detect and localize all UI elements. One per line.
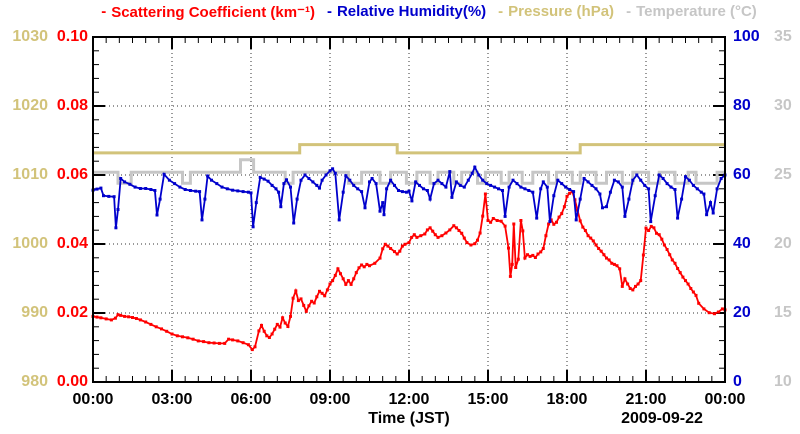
date-annotation: 2009-09-22 bbox=[621, 410, 703, 427]
temperature-tick-label: 35 bbox=[774, 28, 792, 45]
x-tick-label: 09:00 bbox=[309, 391, 351, 408]
x-axis-title: Time (JST) bbox=[368, 410, 450, 427]
temperature-tick-label: 10 bbox=[774, 373, 792, 390]
pressure-tick-label: 1000 bbox=[12, 235, 48, 252]
series-temperature-line bbox=[93, 158, 725, 185]
humidity-tick-label: 100 bbox=[733, 28, 760, 45]
legend-label-scattering: Scattering Coefficient (km⁻¹) bbox=[111, 4, 315, 21]
legend-label-humidity: Relative Humidity(%) bbox=[336, 3, 487, 20]
legend-label-temperature: Temperature (°C) bbox=[636, 3, 757, 20]
scattering-tick-label: 0.10 bbox=[56, 28, 88, 45]
legend-label-pressure: Pressure (hPa) bbox=[508, 3, 615, 20]
legend-dash-pressure: - bbox=[498, 3, 504, 20]
pressure-tick-label: 1020 bbox=[12, 97, 48, 114]
humidity-tick-label: 20 bbox=[733, 304, 751, 321]
scattering-tick-label: 0.02 bbox=[56, 304, 88, 321]
x-tick-label: 21:00 bbox=[625, 391, 667, 408]
plot-frame bbox=[92, 36, 726, 383]
legend-item-scattering: - Scattering Coefficient (km⁻¹) bbox=[101, 3, 315, 21]
pressure-tick-label: 990 bbox=[21, 304, 48, 321]
legend-dash-temperature: - bbox=[626, 3, 632, 20]
humidity-tick-label: 40 bbox=[733, 235, 751, 252]
humidity-tick-label: 60 bbox=[733, 166, 751, 183]
legend-dash-humidity: - bbox=[326, 3, 332, 20]
legend-dash-scattering: - bbox=[101, 3, 107, 20]
x-tick-label: 15:00 bbox=[467, 391, 509, 408]
x-tick-label: 18:00 bbox=[546, 391, 588, 408]
temperature-tick-label: 30 bbox=[774, 97, 792, 114]
x-tick-label: 00:00 bbox=[704, 391, 746, 408]
scattering-tick-label: 0.08 bbox=[56, 97, 88, 114]
scattering-tick-label: 0.06 bbox=[56, 166, 88, 183]
chart-legend: - Scattering Coefficient (km⁻¹) - Relative … bbox=[0, 3, 800, 21]
x-tick-label: 00:00 bbox=[72, 391, 114, 408]
temperature-tick-label: 20 bbox=[774, 235, 792, 252]
temperature-tick-label: 15 bbox=[774, 304, 792, 321]
temperature-tick-label: 25 bbox=[774, 166, 792, 183]
series-scattering-markers bbox=[91, 190, 727, 352]
scattering-tick-label: 0.04 bbox=[56, 235, 88, 252]
pressure-tick-label: 980 bbox=[21, 373, 48, 390]
x-tick-label: 06:00 bbox=[230, 391, 272, 408]
series-humidity-markers bbox=[91, 165, 727, 230]
scattering-tick-label: 0.00 bbox=[56, 373, 88, 390]
humidity-tick-label: 80 bbox=[733, 97, 751, 114]
legend-item-pressure: - Pressure (hPa) bbox=[498, 3, 614, 21]
pressure-tick-label: 1030 bbox=[12, 28, 48, 45]
pressure-tick-label: 1010 bbox=[12, 166, 48, 183]
x-tick-label: 03:00 bbox=[151, 391, 193, 408]
x-tick-label: 12:00 bbox=[388, 391, 430, 408]
legend-item-humidity: - Relative Humidity(%) bbox=[327, 3, 486, 21]
legend-item-temperature: - Temperature (°C) bbox=[626, 3, 757, 21]
humidity-tick-label: 0 bbox=[733, 373, 742, 390]
series-pressure-line bbox=[93, 143, 725, 155]
